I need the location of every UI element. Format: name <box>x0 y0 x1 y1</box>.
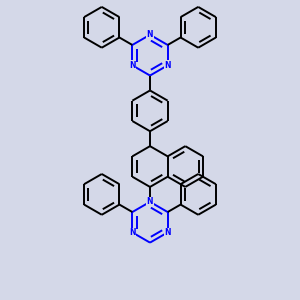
Text: N: N <box>164 61 171 70</box>
Text: N: N <box>147 30 153 39</box>
Text: N: N <box>129 61 136 70</box>
Text: N: N <box>129 228 136 237</box>
Text: N: N <box>147 197 153 206</box>
Text: N: N <box>164 228 171 237</box>
